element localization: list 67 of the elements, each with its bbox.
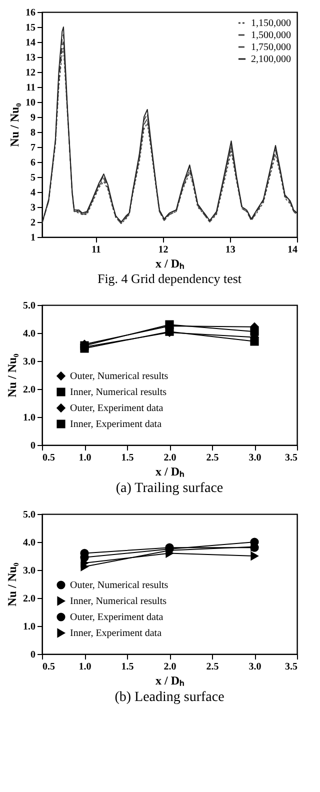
- y-tick-label: 3: [30, 202, 36, 214]
- y-tick-label: 1.0: [23, 622, 36, 632]
- y-tick-label: 12: [26, 68, 36, 78]
- y-tick-label: 7: [30, 142, 36, 154]
- y-tick-label: 2: [30, 218, 36, 228]
- y-tick-label: 2.0: [23, 594, 36, 604]
- x-tick-label: 1.0: [78, 452, 92, 464]
- x-tick-label: 2.5: [206, 452, 219, 464]
- y-tick-label: 0: [30, 650, 36, 660]
- legend-label: 1,500,000: [251, 30, 291, 41]
- x-tick-label: 13: [225, 244, 236, 256]
- text: Fig. 4 Grid dependency test: [97, 271, 242, 286]
- y-tick-label: 6: [30, 158, 36, 168]
- y-tick-label: 3.0: [23, 356, 36, 368]
- x-tick-label: 2.0: [164, 662, 176, 672]
- y-tick-label: 2.0: [23, 384, 36, 396]
- x-tick-label: 0.5: [42, 662, 55, 672]
- legend-label: Outer, Numerical results: [70, 371, 168, 382]
- text: (b) Leading surface: [114, 690, 224, 705]
- x-axis-title: x / Dₕ: [156, 464, 184, 478]
- x-tick-label: 3.5: [285, 452, 298, 464]
- x-tick-label: 1.0: [78, 662, 92, 672]
- legend-label: 2,100,000: [251, 54, 291, 65]
- x-tick-label: 14: [288, 244, 298, 256]
- text: (a) Trailing surface: [116, 481, 224, 496]
- x-tick-label: 1.5: [121, 452, 134, 464]
- y-tick-label: 5.0: [23, 300, 36, 312]
- x-tick-label: 2.5: [206, 662, 219, 672]
- y-tick-label: 14: [26, 38, 36, 48]
- y-tick-label: 1.0: [23, 412, 36, 424]
- legend-label: Inner, Numerical results: [70, 387, 167, 398]
- legend-label: 1,750,000: [251, 42, 291, 53]
- y-tick-label: 10: [26, 98, 36, 108]
- y-tick-label: 4.0: [23, 328, 36, 340]
- x-axis-title: x / Dₕ: [156, 674, 184, 688]
- y-tick-label: 9: [30, 112, 36, 124]
- y-tick-label: 13: [26, 52, 36, 64]
- legend-label: Inner, Experiment data: [70, 419, 162, 430]
- y-tick-label: 4.0: [23, 538, 36, 548]
- x-tick-label: 2.0: [164, 452, 176, 464]
- y-tick-label: 4: [30, 188, 36, 198]
- x-tick-label: 11: [91, 244, 101, 256]
- x-axis-title: x / Dₕ: [156, 256, 184, 270]
- y-tick-label: 0: [30, 440, 36, 452]
- y-tick-label: 3.0: [23, 566, 36, 576]
- y-tick-label: 5.0: [23, 510, 36, 520]
- x-tick-label: 0.5: [42, 452, 55, 464]
- y-tick-label: 15: [26, 22, 36, 34]
- x-tick-label: 1.5: [121, 662, 134, 672]
- legend-label: Outer, Experiment data: [70, 403, 164, 414]
- y-axis-title: Nu / Nu₀: [5, 353, 19, 398]
- y-tick-label: 16: [26, 8, 36, 18]
- y-axis-title: Nu / Nu₀: [5, 562, 19, 606]
- legend-label: Inner, Experiment data: [70, 628, 162, 639]
- y-tick-label: 5: [30, 172, 36, 184]
- y-axis-title: Nu / Nu₀: [8, 102, 22, 147]
- legend-label: Outer, Numerical results: [70, 580, 168, 591]
- legend-label: Inner, Numerical results: [70, 596, 167, 607]
- x-tick-label: 3.5: [285, 662, 298, 672]
- y-tick-label: 11: [26, 82, 36, 94]
- x-tick-label: 3.0: [248, 662, 262, 672]
- legend-label: Outer, Experiment data: [70, 612, 164, 623]
- legend-label: 1,150,000: [251, 18, 291, 29]
- x-tick-label: 3.0: [248, 452, 262, 464]
- x-tick-label: 12: [158, 244, 168, 256]
- y-tick-label: 1: [30, 232, 36, 244]
- y-tick-label: 8: [30, 128, 36, 138]
